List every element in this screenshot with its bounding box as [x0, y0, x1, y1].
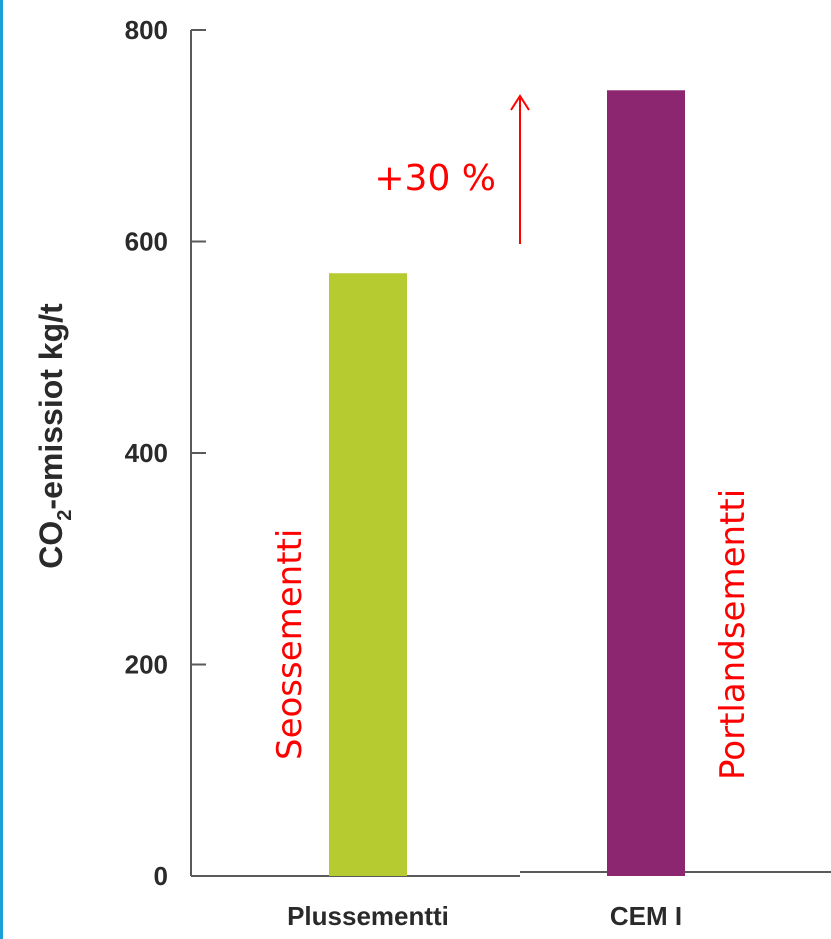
y-ticks: 0 200 400 600 800 — [125, 15, 206, 891]
increase-label: +30 % — [374, 158, 496, 199]
left-border — [0, 0, 3, 939]
y-tick-label: 800 — [125, 15, 168, 45]
y-tick-label: 0 — [154, 861, 168, 891]
y-tick-label: 400 — [125, 438, 168, 468]
bar-annotation-seossementti: Seossementti — [270, 529, 310, 760]
category-labels: Plussementti CEM I — [287, 901, 682, 931]
y-axis-title-rest: -emissiot kg/t — [33, 303, 69, 510]
increase-arrow — [510, 94, 530, 244]
bar — [329, 273, 407, 877]
bars — [329, 90, 685, 877]
category-label: Plussementti — [287, 901, 449, 931]
bar-annotation-portlandsementti: Portlandsementti — [713, 489, 753, 780]
y-tick-label: 600 — [125, 227, 168, 257]
y-axis-title: CO2-emissiot kg/t — [33, 303, 76, 569]
bar — [607, 90, 685, 877]
y-tick-label: 200 — [125, 650, 168, 680]
category-label: CEM I — [610, 901, 682, 931]
y-axis-title-subscript: 2 — [54, 510, 76, 521]
